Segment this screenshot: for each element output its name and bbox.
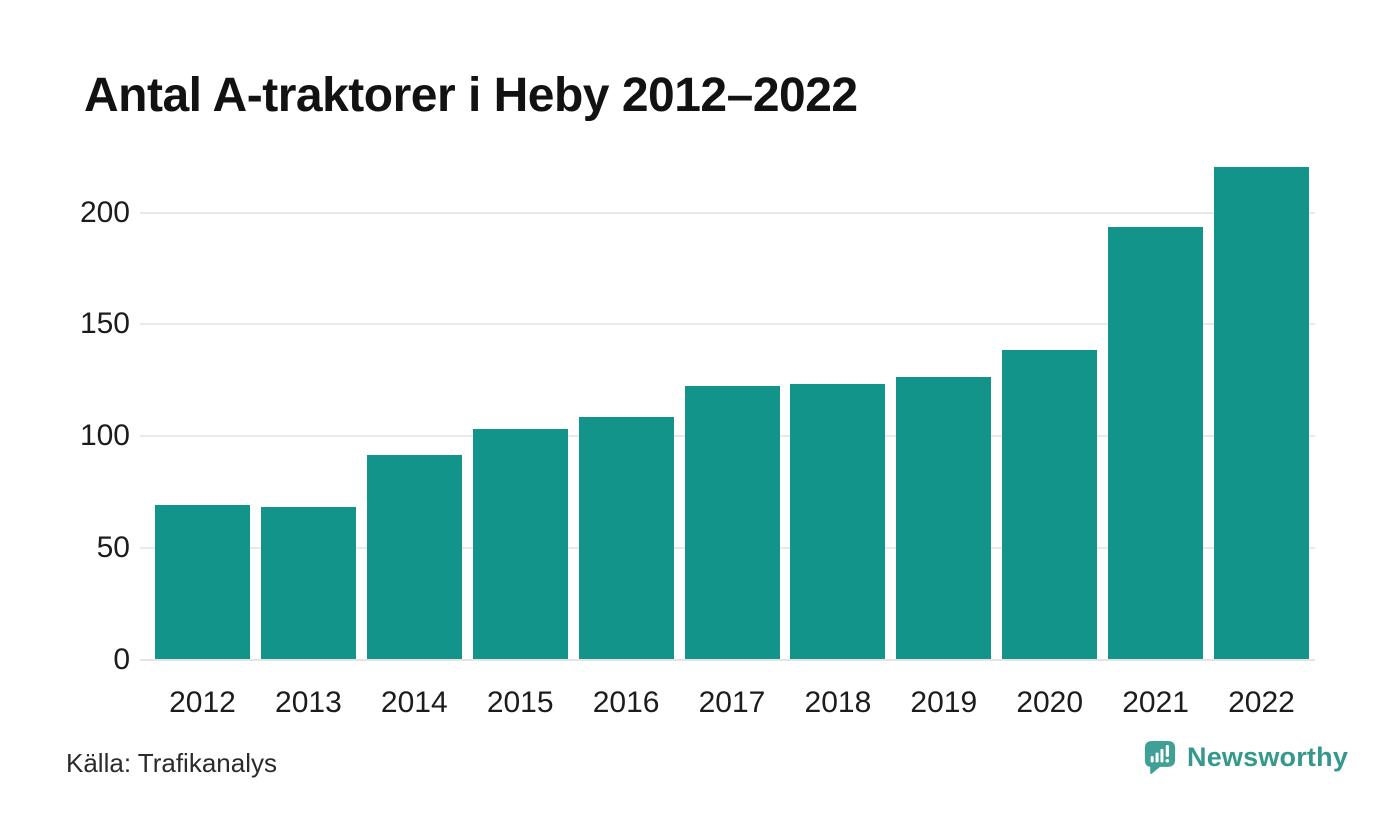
x-tick-label-2019: 2019 xyxy=(910,686,978,719)
y-tick-label-0: 0 xyxy=(113,643,130,676)
bar-2017 xyxy=(684,386,780,659)
y-tick-label-100: 100 xyxy=(79,419,130,453)
bar-2013 xyxy=(260,506,356,659)
x-tick-label-2018: 2018 xyxy=(804,686,872,719)
y-tick-label-50: 50 xyxy=(96,531,130,565)
bar-2018 xyxy=(790,383,886,659)
x-tick-label-2020: 2020 xyxy=(1016,686,1084,719)
bar-2016 xyxy=(578,417,674,659)
y-tick-label-200: 200 xyxy=(79,195,130,229)
y-tick-label-150: 150 xyxy=(79,307,130,341)
source-note: Källa: Trafikanalys xyxy=(66,748,277,778)
x-tick-label-2022: 2022 xyxy=(1228,686,1295,719)
x-tick-label-2012: 2012 xyxy=(169,686,236,719)
newsworthy-brand: Newsworthy xyxy=(1144,740,1348,775)
x-tick-label-2015: 2015 xyxy=(486,686,554,719)
bar-chart-plot xyxy=(140,150,1315,661)
bar-2012 xyxy=(155,504,250,659)
bar-2021 xyxy=(1108,227,1204,659)
x-tick-label-2017: 2017 xyxy=(698,686,766,719)
x-tick-label-2021: 2021 xyxy=(1122,686,1189,719)
gridline-0 xyxy=(140,659,1315,661)
x-tick-label-2014: 2014 xyxy=(380,686,448,719)
gridline-150 xyxy=(140,323,1315,326)
gridline-200 xyxy=(140,211,1315,214)
newsworthy-wordmark: Newsworthy xyxy=(1187,742,1349,772)
y-axis-labels: 0 50 100 150 200 xyxy=(30,150,130,674)
x-tick-label-2016: 2016 xyxy=(592,686,660,719)
bar-2019 xyxy=(896,377,992,659)
bar-2015 xyxy=(472,428,568,659)
bar-2020 xyxy=(1002,350,1098,659)
x-axis-labels: 2012 2013 2014 2015 2016 2017 2018 2019 2020 2021… xyxy=(140,688,1315,728)
x-tick-label-2013: 2013 xyxy=(275,686,342,719)
bar-2014 xyxy=(366,455,462,659)
speech-bubble-bar-chart-icon xyxy=(1144,741,1176,774)
bar-2022 xyxy=(1214,166,1309,659)
chart-title: Antal A-traktorer i Heby 2012–2022 xyxy=(84,69,858,122)
